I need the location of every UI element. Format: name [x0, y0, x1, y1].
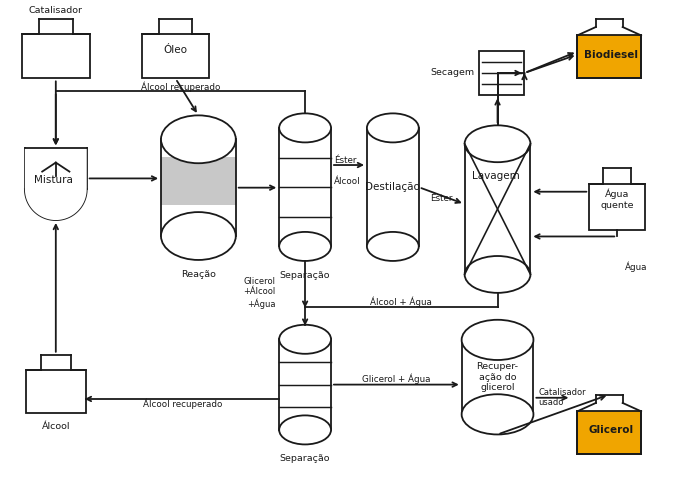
Polygon shape	[279, 128, 331, 246]
FancyBboxPatch shape	[479, 51, 524, 96]
Text: Mistura: Mistura	[34, 175, 73, 185]
Polygon shape	[161, 157, 236, 205]
Ellipse shape	[161, 212, 236, 260]
Ellipse shape	[279, 415, 331, 445]
Text: Lavagem: Lavagem	[472, 171, 520, 181]
Text: Álcool: Álcool	[334, 177, 361, 186]
Polygon shape	[578, 36, 641, 79]
Polygon shape	[25, 148, 87, 220]
Text: Óleo: Óleo	[164, 45, 187, 55]
Text: Éster: Éster	[334, 156, 357, 165]
Text: Álcool + Água: Álcool + Água	[371, 297, 432, 307]
Polygon shape	[22, 34, 90, 79]
Text: Destilação: Destilação	[365, 182, 421, 192]
Text: Álcool: Álcool	[42, 423, 70, 431]
Ellipse shape	[279, 325, 331, 354]
Text: Glicerol: Glicerol	[588, 426, 634, 435]
Polygon shape	[578, 411, 641, 454]
Ellipse shape	[464, 256, 530, 293]
Text: Secagem: Secagem	[431, 68, 474, 78]
Ellipse shape	[279, 232, 331, 261]
Ellipse shape	[367, 113, 419, 142]
Polygon shape	[279, 339, 331, 430]
Polygon shape	[367, 128, 419, 246]
Text: Catalisador: Catalisador	[29, 6, 83, 15]
Text: Água: Água	[625, 261, 648, 272]
Polygon shape	[26, 370, 86, 412]
Text: Catalisador
usado: Catalisador usado	[539, 388, 586, 407]
Text: Glicerol
+Álcool
+Água: Glicerol +Álcool +Água	[243, 277, 275, 309]
Text: Separação: Separação	[280, 271, 330, 280]
Ellipse shape	[462, 394, 533, 434]
Polygon shape	[589, 184, 645, 230]
Ellipse shape	[464, 125, 530, 162]
Text: Separação: Separação	[280, 454, 330, 464]
Text: Álcool recuperado: Álcool recuperado	[143, 399, 222, 409]
Polygon shape	[142, 34, 210, 79]
Ellipse shape	[462, 320, 533, 360]
Text: Glicerol + Água: Glicerol + Água	[362, 373, 431, 384]
Text: Recuper-
ação do
glicerol: Recuper- ação do glicerol	[477, 362, 518, 392]
Text: Reação: Reação	[181, 270, 216, 279]
Ellipse shape	[279, 113, 331, 142]
Ellipse shape	[161, 115, 236, 163]
Polygon shape	[464, 144, 530, 274]
Polygon shape	[462, 340, 533, 414]
Text: Água
quente: Água quente	[601, 189, 634, 209]
Ellipse shape	[367, 232, 419, 261]
Text: Éster: Éster	[431, 194, 453, 203]
Text: Biodiesel: Biodiesel	[584, 50, 638, 60]
Text: Álcool recuperado: Álcool recuperado	[141, 81, 220, 92]
